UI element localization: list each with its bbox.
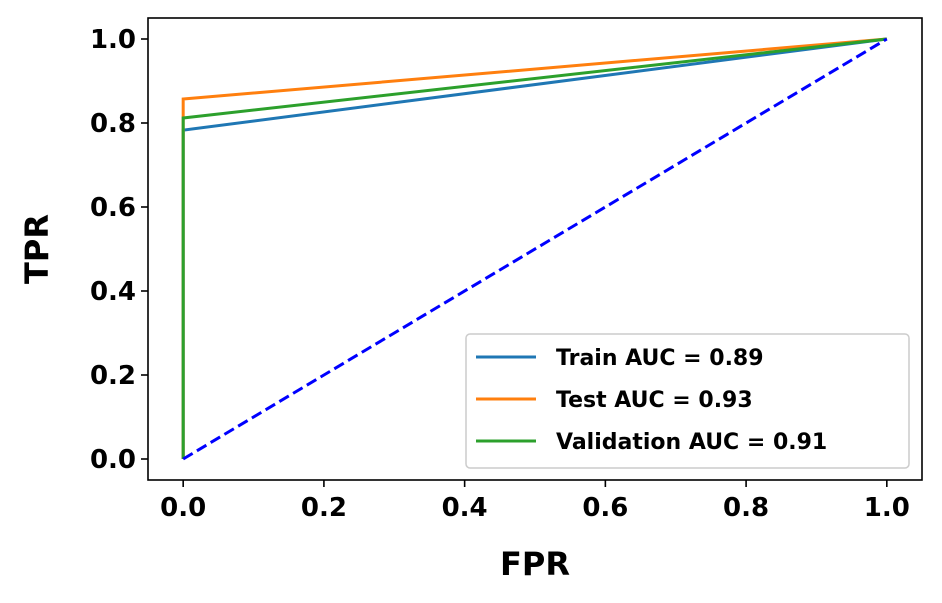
legend-label-1: Test AUC = 0.93 bbox=[556, 388, 753, 413]
y-axis-ticks: 0.0 0.2 0.4 0.6 0.8 1.0 bbox=[90, 25, 148, 475]
x-tick-label: 0.8 bbox=[723, 493, 769, 523]
y-tick-label: 0.6 bbox=[90, 193, 136, 223]
y-tick-label: 0.8 bbox=[90, 109, 136, 139]
chart-lines bbox=[181, 37, 888, 461]
legend-box bbox=[465, 333, 910, 469]
reference-diagonal-line bbox=[182, 37, 888, 461]
legend: Train AUC = 0.89 Test AUC = 0.93 Validatio… bbox=[465, 333, 910, 469]
x-axis-ticks: 0.0 0.2 0.4 0.6 0.8 1.0 bbox=[160, 480, 910, 523]
y-tick-label: 0.4 bbox=[90, 277, 136, 307]
x-tick-label: 0.4 bbox=[442, 493, 488, 523]
x-tick-label: 0.0 bbox=[160, 493, 206, 523]
x-tick-label: 0.2 bbox=[301, 493, 347, 523]
x-tick-label: 0.6 bbox=[582, 493, 628, 523]
y-tick-label: 1.0 bbox=[90, 25, 136, 55]
series-line-2 bbox=[181, 37, 887, 459]
y-axis-label: TPR bbox=[18, 214, 56, 284]
plot-frame bbox=[147, 17, 923, 481]
y-tick-label: 0.2 bbox=[90, 361, 136, 391]
legend-label-2: Validation AUC = 0.91 bbox=[556, 430, 827, 455]
y-tick-label: 0.0 bbox=[90, 445, 136, 475]
x-tick-label: 1.0 bbox=[864, 493, 910, 523]
legend-label-0: Train AUC = 0.89 bbox=[556, 346, 764, 371]
x-axis-label: FPR bbox=[500, 545, 570, 583]
